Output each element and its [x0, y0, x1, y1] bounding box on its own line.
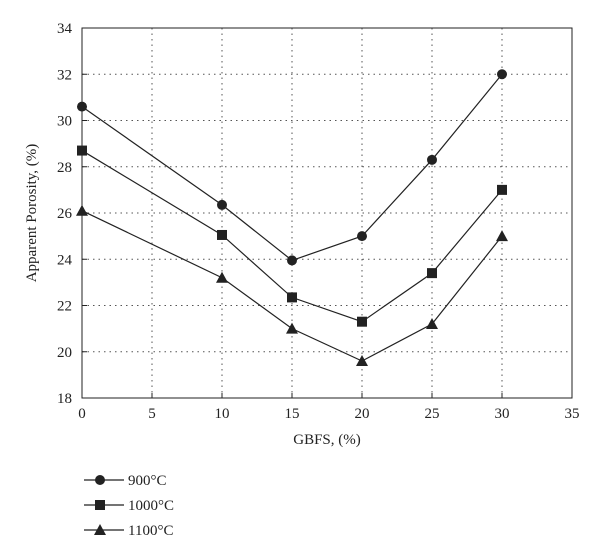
data-point-0-2: [287, 255, 297, 266]
x-tick-label-0: 0: [78, 406, 86, 422]
legend-marker-0: [95, 475, 105, 485]
y-tick-label-1: 20: [57, 345, 72, 361]
y-tick-label-8: 34: [57, 21, 73, 37]
series-lines: [81, 73, 503, 362]
data-point-1-3: [357, 316, 367, 327]
x-tick-label-4: 20: [355, 406, 370, 422]
data-point-1-1: [217, 229, 227, 240]
legend-marker-1: [95, 500, 105, 510]
legend-item-0: 900°C: [84, 473, 167, 489]
y-tick-label-5: 28: [57, 160, 72, 176]
legend: 900°C 1000°C 1100°C: [84, 473, 174, 539]
grid-lines: [82, 28, 572, 398]
data-point-1-2: [287, 292, 297, 303]
y-tick-label-4: 26: [57, 206, 73, 222]
data-point-0-5: [497, 69, 507, 80]
data-point-0-4: [427, 154, 437, 165]
data-point-2-5: [496, 230, 508, 242]
data-point-2-1: [216, 271, 228, 283]
x-axis-label: GBFS, (%): [293, 432, 361, 448]
legend-marker-2: [94, 524, 106, 535]
x-tick-label-2: 10: [215, 406, 230, 422]
x-tick-label-1: 5: [148, 406, 156, 422]
y-axis-label: Apparent Porosity, (%): [24, 144, 40, 283]
data-point-1-4: [427, 268, 437, 279]
y-tick-label-3: 24: [57, 252, 73, 268]
data-point-0-1: [217, 199, 227, 210]
series-markers: [76, 69, 508, 366]
legend-item-2: 1100°C: [84, 523, 173, 539]
data-point-2-2: [286, 322, 298, 334]
y-tick-label-7: 32: [57, 67, 72, 83]
y-axis-ticks: 18 20 22 24 26 28 30 32 34: [57, 21, 87, 407]
series-line-0: [81, 73, 503, 262]
y-tick-label-6: 30: [57, 114, 72, 130]
data-point-1-5: [497, 184, 507, 195]
data-point-2-4: [426, 318, 438, 329]
x-tick-label-3: 15: [285, 406, 300, 422]
y-tick-label-0: 18: [57, 391, 72, 407]
legend-label-2: 1100°C: [128, 523, 173, 539]
series-line-2: [81, 210, 503, 362]
y-tick-label-2: 22: [57, 299, 72, 315]
series-line-1: [81, 150, 503, 323]
legend-item-1: 1000°C: [84, 498, 174, 514]
plot-frame: [81, 27, 573, 399]
data-point-2-3: [356, 355, 368, 366]
x-tick-label-7: 35: [565, 406, 580, 422]
x-tick-label-5: 25: [425, 406, 440, 422]
x-tick-label-6: 30: [495, 406, 510, 422]
x-axis-ticks: 0 5 10 15 20 25 30 35: [78, 393, 580, 422]
legend-label-1: 1000°C: [128, 498, 174, 514]
data-point-0-3: [357, 231, 367, 242]
legend-label-0: 900°C: [128, 473, 167, 489]
